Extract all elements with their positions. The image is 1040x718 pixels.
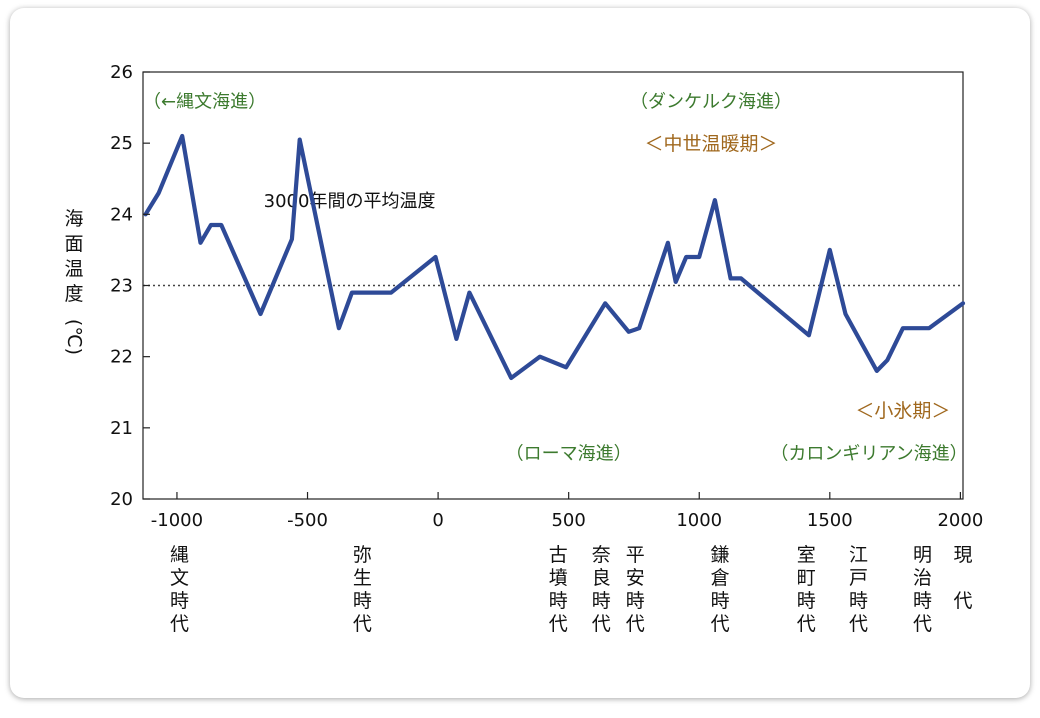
annotation-label: （カロンギリアン海進）: [770, 444, 967, 465]
y-tick-label: 23: [110, 276, 133, 297]
annotation-label: （ローマ海進）: [506, 444, 632, 465]
era-label-char: 時: [592, 590, 611, 612]
y-tick-label: 21: [110, 418, 133, 439]
era-label-char: 代: [849, 613, 868, 635]
era-label-char: 文: [170, 567, 189, 589]
era-label-char: 時: [797, 590, 816, 612]
era-label-char: 代: [549, 613, 568, 635]
era-label-char: 倉: [711, 567, 730, 589]
annotation-label: （ダンケルク海進）: [630, 91, 792, 112]
era-label-char: 安: [626, 567, 645, 589]
era-label-char: 時: [353, 590, 372, 612]
x-tick-label: 500: [551, 510, 585, 531]
era-label-char: 代: [353, 613, 372, 635]
average-label: 3000年間の平均温度: [264, 191, 436, 212]
era-label-char: 代: [592, 613, 611, 635]
era-label-char: 時: [711, 590, 730, 612]
x-tick-label: -500: [287, 510, 328, 531]
era-label-char: 代: [170, 613, 189, 635]
y-axis-label-char: 度: [64, 283, 83, 305]
x-tick-label: 1500: [807, 510, 853, 531]
era-label-char: 時: [170, 590, 189, 612]
y-tick-label: 22: [110, 347, 133, 368]
era-label-char: 代: [913, 613, 932, 635]
era-label-char: 墳: [549, 567, 568, 589]
annotation-label: （←縄文海進）: [143, 91, 266, 112]
y-axis-label-char: 海: [64, 208, 83, 230]
chart-card: [10, 8, 1030, 698]
era-label-char: 明: [913, 544, 932, 566]
y-axis-label-char: 面: [64, 233, 83, 255]
era-label-char: 室: [797, 544, 816, 566]
era-label-char: 時: [849, 590, 868, 612]
era-label-char: 代: [953, 590, 972, 612]
era-label-char: 代: [797, 613, 816, 635]
x-tick-label: 2000: [937, 510, 983, 531]
era-label-char: 時: [913, 590, 932, 612]
x-tick-label: 1000: [676, 510, 722, 531]
y-axis-label-unit: (℃): [63, 319, 85, 355]
annotation-label: ＜小氷期＞: [855, 400, 950, 422]
era-label-char: 平: [626, 544, 645, 566]
era-label-char: 良: [592, 567, 611, 589]
y-tick-label: 26: [110, 62, 133, 83]
x-tick-label: 0: [432, 510, 443, 531]
annotation-label: ＜中世温暖期＞: [644, 133, 777, 155]
era-label-char: 代: [626, 613, 645, 635]
y-axis-label-char: 温: [64, 258, 83, 280]
x-tick-label: -1000: [151, 510, 203, 531]
y-tick-label: 24: [110, 204, 133, 225]
era-label-char: 古: [549, 544, 568, 566]
era-label-char: 代: [711, 613, 730, 635]
era-label-char: 時: [549, 590, 568, 612]
era-label-char: 奈: [592, 544, 611, 566]
era-label-char: 弥: [353, 544, 372, 566]
era-label-char: 町: [797, 567, 816, 589]
y-tick-label: 20: [110, 489, 133, 510]
era-label-char: 時: [626, 590, 645, 612]
era-label-char: 治: [913, 567, 932, 589]
y-tick-label: 25: [110, 133, 133, 154]
era-label-char: 鎌: [711, 544, 730, 566]
era-label-char: 江: [849, 544, 868, 566]
era-label-char: 現: [953, 544, 972, 566]
temperature-series-line: [143, 133, 966, 381]
era-label-char: 生: [353, 567, 372, 589]
era-label-char: 戸: [849, 567, 868, 589]
era-label-char: 縄: [170, 544, 189, 566]
